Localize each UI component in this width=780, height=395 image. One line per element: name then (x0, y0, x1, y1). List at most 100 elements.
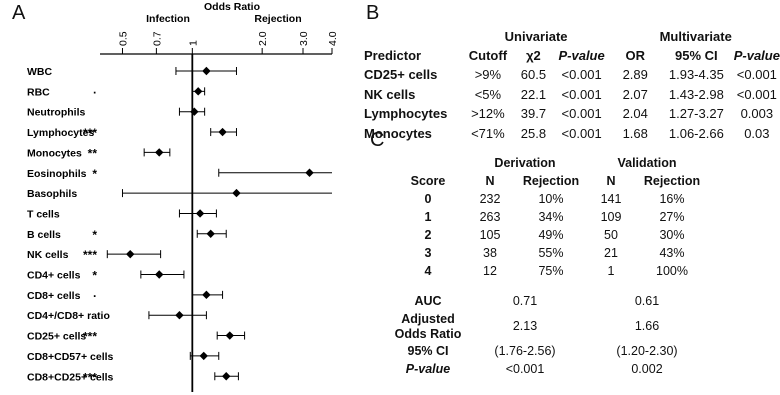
table-cell: <0.001 (561, 67, 602, 83)
forest-row-label: CD4+ cells (27, 270, 81, 282)
table-cell: 49% (538, 228, 564, 242)
aor-label-line1: Adjusted (401, 312, 455, 326)
col-header: N (485, 174, 495, 188)
table-cell: 109 (600, 210, 622, 224)
col-header: Score (410, 174, 446, 188)
table-cell: 263 (479, 210, 501, 224)
table-cell: <0.001 (736, 67, 777, 83)
predictor-cell: NK cells (364, 86, 416, 102)
table-row: NK cells <5% 22.1 <0.001 2.07 1.43-2.98 <0.001 (364, 85, 780, 105)
score-cell: 2 (424, 228, 432, 242)
table-row: Monocytes <71% 25.8 <0.001 1.68 1.06-2.66 0.03 (364, 124, 780, 144)
forest-right-label: Rejection (254, 13, 301, 25)
table-cell: >9% (474, 67, 502, 83)
table-cell: 55% (538, 246, 564, 260)
table-row: 1 263 34% 109 27% (392, 208, 708, 226)
col-header: χ2 (526, 48, 541, 63)
panel-letter-b: B (366, 2, 380, 24)
forest-significance-marker: *** (83, 126, 97, 140)
forest-point-estimate (232, 188, 241, 198)
auc-derivation: 0.71 (512, 294, 538, 308)
forest-significance-marker: · (93, 85, 97, 99)
forest-significance-marker: *** (83, 370, 97, 384)
table-cell: <71% (471, 125, 505, 141)
forest-significance-marker: * (92, 228, 97, 242)
table-cell: 50 (604, 228, 618, 242)
forest-row-label: Monocytes (27, 147, 82, 159)
table-cell: 16% (659, 192, 685, 206)
forest-point-estimate (225, 331, 234, 340)
col-header: Rejection (522, 174, 580, 188)
forest-point-estimate (175, 311, 184, 320)
pvalue-derivation: <0.001 (505, 362, 545, 376)
forest-row-label: WBC (27, 66, 52, 78)
col-header: Predictor (364, 48, 422, 63)
forest-point-estimate (195, 209, 205, 218)
forest-row-label: CD8+CD25+ cells (27, 371, 114, 383)
score-cell: 1 (424, 210, 432, 224)
col-header: Rejection (643, 174, 701, 188)
col-header: 95% CI (675, 48, 718, 63)
forest-significance-marker: * (92, 269, 97, 283)
derivation-header: Derivation (494, 156, 556, 170)
table-cell: 75% (538, 264, 564, 278)
ci-row: 95% CI (1.76-2.56) (1.20-2.30) (392, 342, 708, 360)
table-cell: 60.5 (520, 67, 547, 83)
aor-validation: 1.66 (634, 319, 660, 333)
auc-row: AUC 0.71 0.61 (392, 292, 708, 310)
table-cell: 22.1 (520, 86, 547, 102)
predictor-cell: CD25+ cells (364, 67, 438, 83)
table-cell: 43% (659, 246, 685, 260)
table-row: Lymphocytes >12% 39.7 <0.001 2.04 1.27-3.27 0.… (364, 104, 780, 124)
univariate-header: Univariate (504, 29, 568, 44)
forest-tick-label: 0.5 (117, 31, 129, 46)
auc-validation: 0.61 (634, 294, 660, 308)
table-cell: 21 (604, 246, 618, 260)
table-cell: 27% (659, 210, 685, 224)
col-header: OR (625, 48, 645, 63)
score-cell: 4 (424, 264, 432, 278)
forest-significance-marker: ** (88, 146, 98, 160)
ci-validation: (1.20-2.30) (616, 344, 678, 358)
table-cell: 39.7 (520, 106, 547, 122)
forest-row-label: CD4+/CD8+ ratio (27, 310, 110, 322)
table-row: 0 232 10% 141 16% (392, 190, 708, 208)
forest-point-estimate (193, 87, 203, 96)
score-cell: 3 (424, 246, 432, 260)
forest-title: Odds Ratio (204, 1, 260, 13)
aor-derivation: 2.13 (512, 319, 538, 333)
forest-row-label: B cells (27, 229, 61, 241)
aor-row: Adjusted Odds Ratio 2.13 1.66 (392, 310, 708, 342)
forest-significance-marker: · (93, 289, 97, 303)
table-cell: 0.003 (740, 106, 774, 122)
table-cell: 141 (600, 192, 622, 206)
auc-label: AUC (414, 294, 442, 308)
table-cell: 25.8 (520, 125, 547, 141)
aor-label-line2: Odds Ratio (394, 327, 462, 341)
forest-point-estimate (126, 249, 135, 259)
score-cell: 0 (424, 192, 432, 206)
table-cell: 1 (607, 264, 615, 278)
ci-label: 95% CI (407, 344, 449, 358)
table-c-header-row: Score N Rejection N Rejection (392, 172, 708, 190)
ci-derivation: (1.76-2.56) (494, 344, 556, 358)
forest-point-estimate (155, 270, 164, 279)
table-cell: 2.04 (622, 106, 648, 122)
forest-point-estimate (199, 351, 208, 361)
table-cell: 12 (483, 264, 497, 278)
forest-row-label: CD8+ cells (27, 290, 81, 302)
forest-plot: Odds Ratio Infection Rejection 0.5 0.7 1 2.… (27, 1, 339, 392)
table-cell: 1.68 (622, 125, 648, 141)
table-row: 2 105 49% 50 30% (392, 226, 708, 244)
table-cell: 0.03 (744, 125, 770, 141)
forest-significance-marker: *** (83, 248, 97, 262)
forest-row-label: CD25+ cells (27, 331, 86, 343)
forest-row-label: Basophils (27, 188, 77, 200)
multivariate-header: Multivariate (659, 29, 732, 44)
col-header: P-value (558, 48, 605, 63)
table-row: 4 12 75% 1 100% (392, 262, 708, 280)
pvalue-row: P-value <0.001 0.002 (392, 360, 708, 378)
forest-row-label: Eosinophils (27, 168, 87, 180)
validation-header: Validation (617, 156, 677, 170)
table-cell: 232 (479, 192, 501, 206)
